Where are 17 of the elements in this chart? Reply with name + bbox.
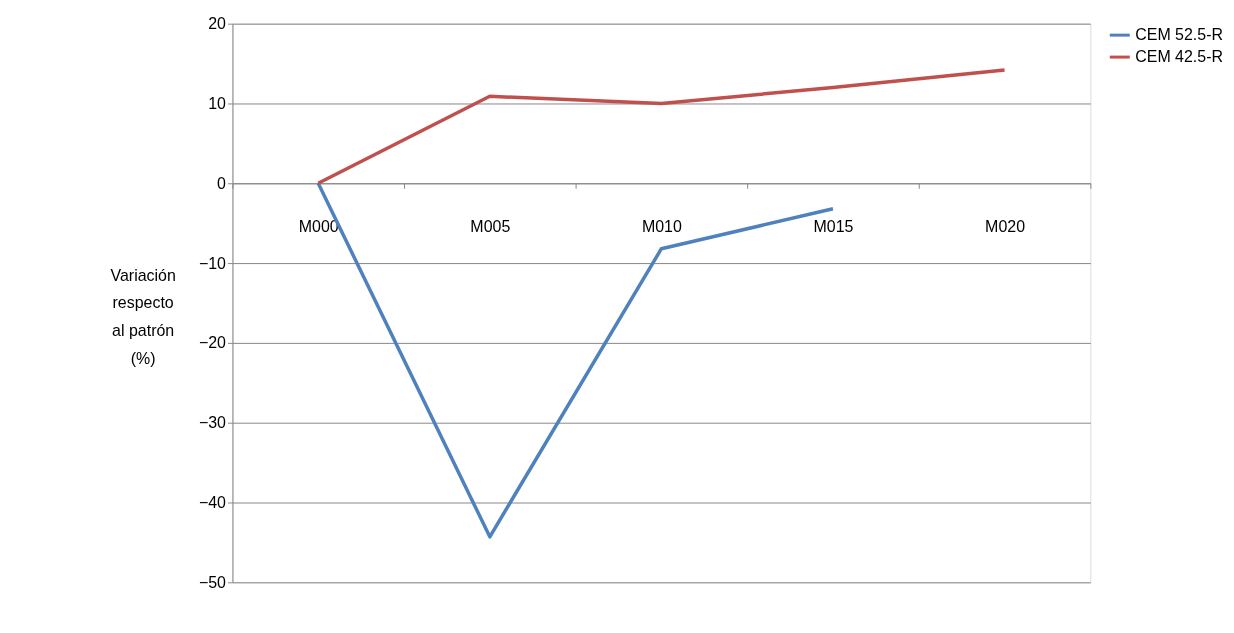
x-tick-label: M000 [298, 217, 339, 235]
legend-label: CEM 42.5-R [1135, 48, 1224, 66]
y-tick-label: −20 [198, 334, 227, 352]
legend-label: CEM 52.5-R [1135, 26, 1224, 44]
y-tick-label: −40 [198, 493, 227, 511]
y-tick-label: 20 [208, 15, 227, 33]
y-tick-label: −30 [198, 414, 227, 432]
y-tick-label: −10 [198, 254, 227, 272]
x-tick-label: M010 [641, 217, 682, 235]
y-tick-label: 10 [208, 94, 227, 112]
x-tick-label: M015 [813, 217, 854, 235]
y-tick-label: −50 [198, 573, 227, 591]
x-tick-label: M020 [985, 217, 1026, 235]
y-tick-label: 0 [217, 174, 227, 192]
x-tick-label: M005 [470, 217, 511, 235]
y-axis-title: Variación respecto al patrón (%) [110, 266, 176, 368]
line-series [316, 68, 1007, 186]
